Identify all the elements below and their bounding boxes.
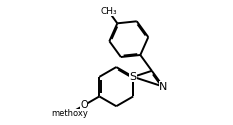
Text: methoxy: methoxy [51, 109, 88, 118]
Text: S: S [130, 72, 137, 82]
Text: O: O [80, 100, 88, 110]
Text: CH₃: CH₃ [100, 7, 117, 16]
Text: N: N [159, 82, 168, 92]
